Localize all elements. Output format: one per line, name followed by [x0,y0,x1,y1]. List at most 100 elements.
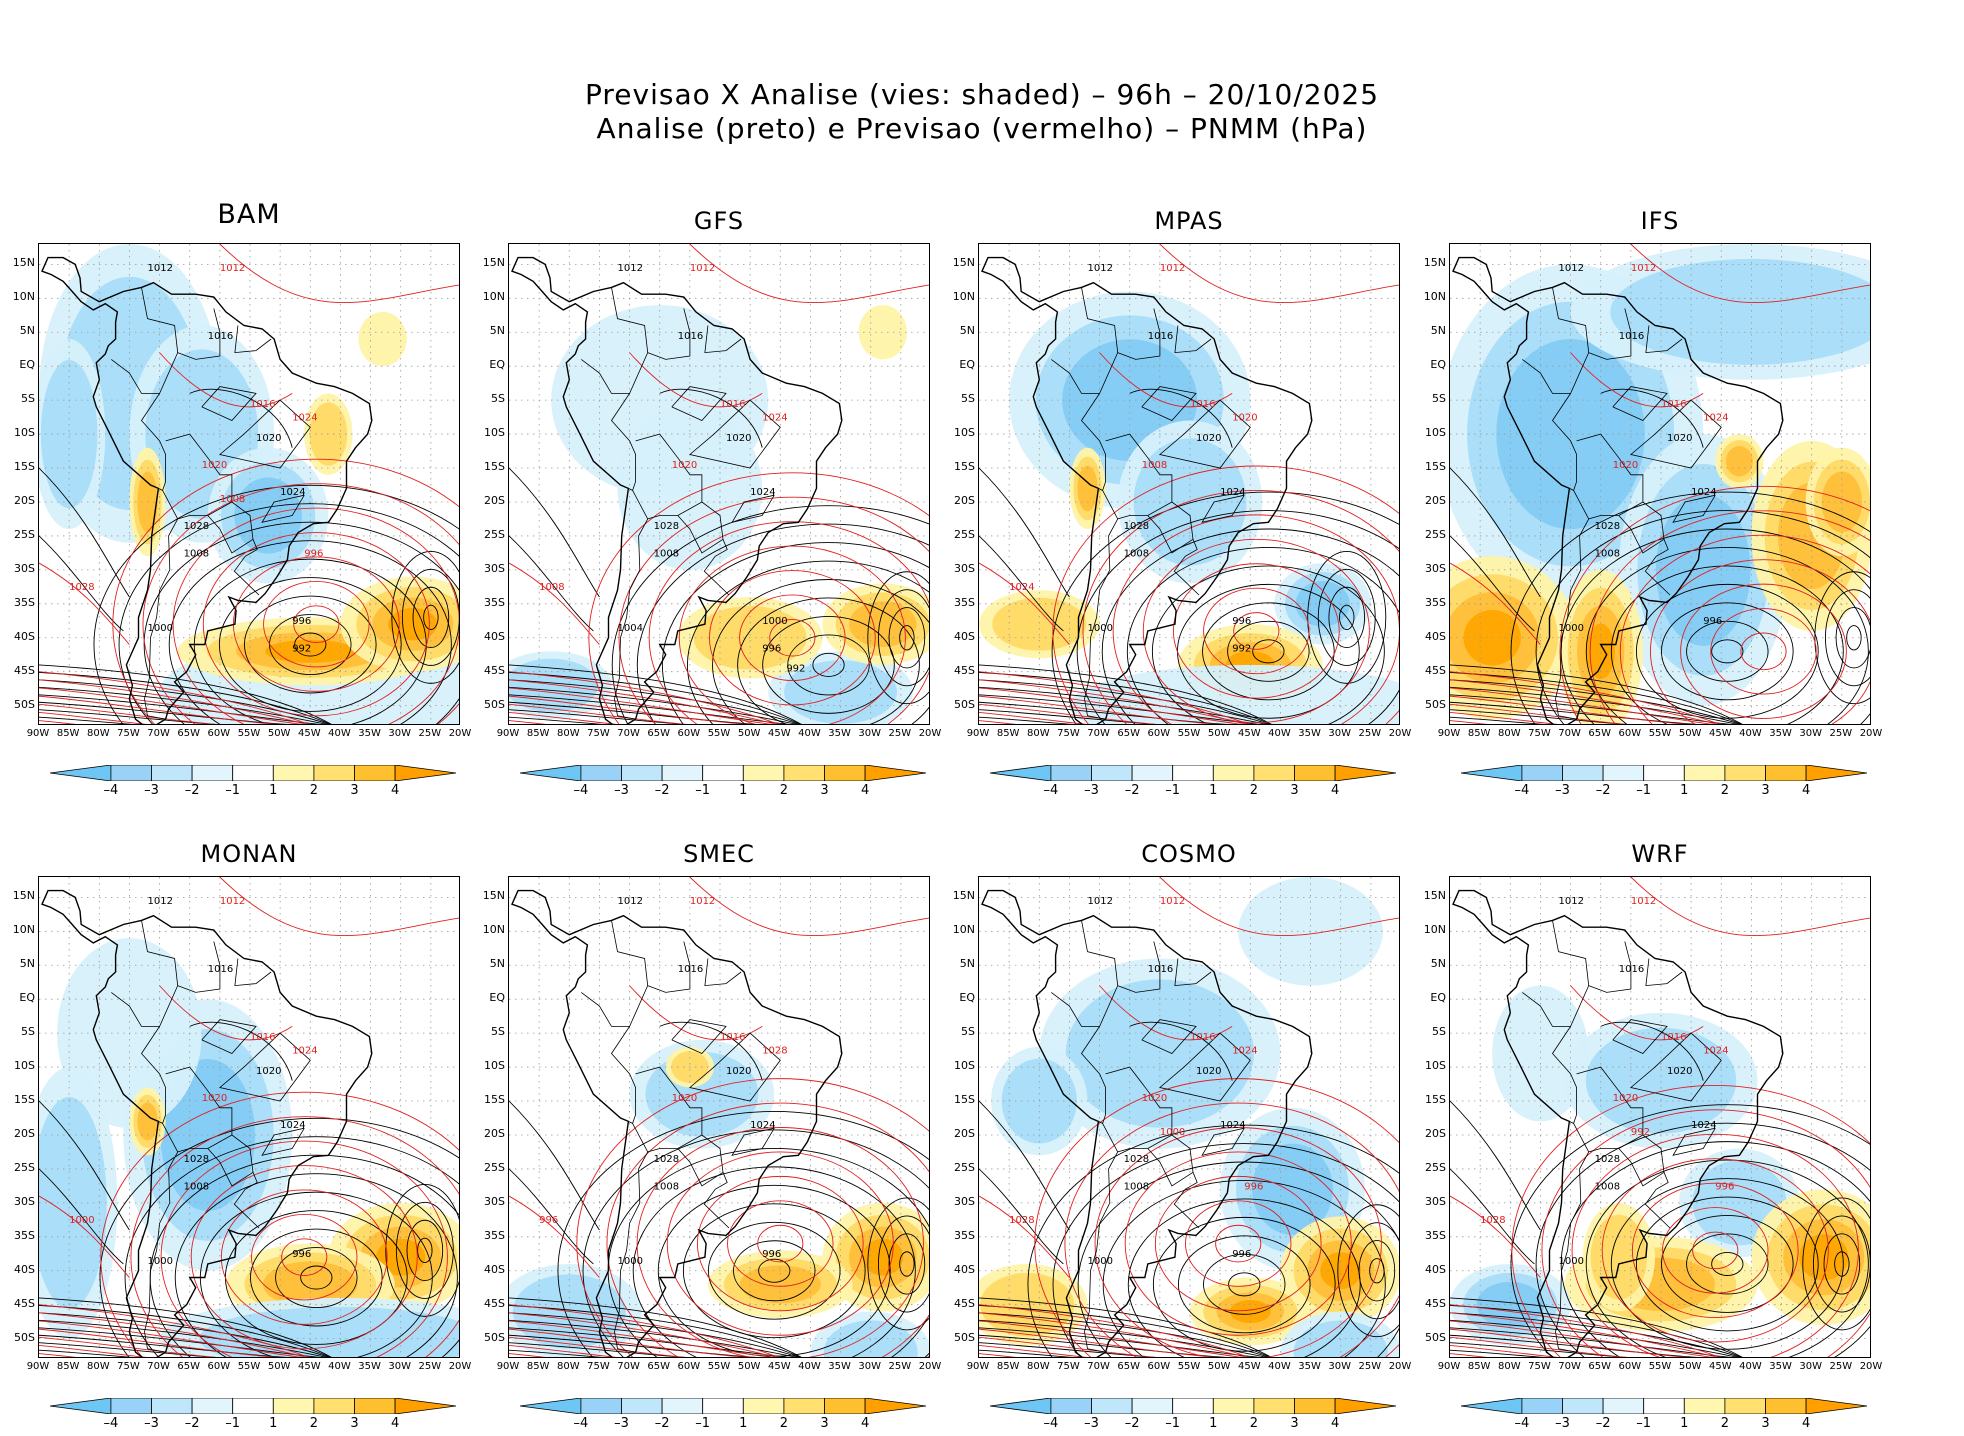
longitude-tick-label: 20W [448,728,472,739]
colorbar-swatch [151,1397,193,1415]
forecast-label: 1028 [1009,1215,1034,1226]
longitude-tick-label: 50W [1678,1361,1702,1372]
longitude-tick-label: 55W [1648,1361,1672,1372]
latitude-tick-label: EQ [1430,991,1446,1005]
grid [509,244,929,724]
analysis-isobars [39,388,459,724]
analysis-isobars [1450,388,1870,724]
latitude-tick-label: 30S [954,561,975,575]
negative-bias-area [234,477,302,554]
latitude-tick-label: 15N [482,256,505,270]
longitude-tick-label: 30W [858,1361,882,1372]
forecast-label: 1008 [220,494,245,505]
forecast-label: 996 [539,1215,558,1226]
latitude-tick-label: 10S [954,426,975,440]
forecast-label: 1024 [762,413,787,424]
colorbar-swatch [1460,1397,1523,1415]
colorbar-swatch [519,764,582,782]
colorbar-label: –2 [184,1416,200,1431]
latitude-tick-label: 25S [484,1160,505,1174]
longitude-tick-label: 80W [1026,1361,1050,1372]
colorbar-swatch [313,1397,355,1415]
country-borders [1051,287,1251,720]
latitude-tick-label: 15N [1423,889,1446,903]
latitude-tick-label: 10N [12,290,35,304]
positive-bias-area [1229,1299,1271,1324]
longitude-tick-label: 35W [1769,1361,1792,1372]
latitude-tick-label: 40S [1425,629,1446,643]
colorbar-swatch [1172,764,1214,782]
forecast-label: 1024 [1703,413,1728,424]
forecast-label: 1020 [1613,1093,1638,1104]
coastline [41,256,373,724]
latitude-tick-label: 10N [482,290,505,304]
colorbar-swatch [1131,1397,1174,1415]
longitude-tick-label: 85W [56,1361,80,1372]
longitude-tick-label: 75W [117,728,140,739]
analysis-label: 1000 [148,623,173,634]
latitude-tick-label: EQ [19,991,35,1005]
colorbar-label: –2 [1124,783,1140,798]
colorbar-label: 2 [309,1416,319,1431]
longitude-tick-label: 30W [388,728,412,739]
analysis-label: 1016 [678,964,703,975]
colorbar-swatch [354,764,396,782]
colorbar-swatch [232,1397,274,1415]
colorbar-swatch [1602,764,1645,782]
latitude-tick-label: 10N [952,923,975,937]
longitude-tick-label: 85W [1467,1361,1491,1372]
analysis-label: 1012 [1559,263,1584,274]
latitude-tick-label: 35S [484,595,505,609]
panel-title: MONAN [200,840,298,868]
longitude-tick-label: 70W [617,1361,640,1372]
panel-wrf: WRF 1012 1016 1020 1024 1028 1008 1000 1012 1016 1… [1424,840,1883,1431]
longitude-tick-label: 20W [1388,728,1412,739]
colorbar-label: –3 [1084,783,1099,798]
forecast-label: 1012 [1160,896,1185,907]
negative-bias-area [1251,1143,1333,1235]
colorbar-label: –3 [144,783,159,798]
colorbar-label: –4 [103,783,119,798]
colorbar-label: –2 [1595,783,1611,798]
longitude-tick-label: 45W [1708,1361,1732,1372]
latitude-tick-label: 15N [952,889,975,903]
map-plot: 1012 1016 1020 1024 1028 1008 1000 996 1012 1016 1… [1450,244,1870,724]
positive-bias-area [376,1238,426,1276]
map-plot: 1012 1016 1020 1024 1028 1008 1000 1012 1016 1020… [1450,877,1870,1357]
forecast-label: 1024 [1232,1046,1257,1057]
colorbar-swatch [1521,1397,1563,1415]
colorbar-swatch [110,764,152,782]
analysis-label: 1000 [1088,1256,1113,1267]
longitude-tick-label: 45W [297,728,321,739]
colorbar-label: 1 [1680,1416,1689,1431]
colorbar-swatch [1050,764,1092,782]
analysis-label: 992 [1232,643,1251,654]
longitude-tick-label: 55W [237,728,261,739]
colorbar: –4 –3 –2 –1 1 2 3 4 [49,764,457,801]
coastline [981,256,1313,724]
country-borders [1522,920,1722,1353]
latitude-tick-label: 10S [14,426,35,440]
latitude-tick-label: 45S [1425,663,1446,677]
forecast-isobars [509,877,929,1357]
latitude-tick-label: 10N [12,923,35,937]
colorbar-label: 1 [269,1416,278,1431]
colorbar-label: –1 [695,1416,711,1431]
longitude-tick-label: 85W [526,728,550,739]
latitude-tick-label: EQ [1430,358,1446,372]
latitude-tick-label: 20S [954,493,975,507]
forecast-label: 1020 [1613,460,1638,471]
longitude-tick-label: 70W [1087,728,1110,739]
colorbar-swatch [864,1397,927,1415]
latitude-tick-label: 50S [14,1330,35,1344]
latitude-tick-label: 20S [1425,1126,1446,1140]
figure-title: Previsao X Analise (vies: shaded) – 96h … [584,78,1380,111]
latitude-tick-label: 20S [954,1126,975,1140]
colorbar-swatch [661,764,704,782]
analysis-label: 1020 [1667,1066,1692,1077]
panel-smec: SMEC 1012 1016 1020 1024 1028 1008 1000 996 1012 1… [483,840,942,1431]
latitude-tick-label: 10N [1423,290,1446,304]
latitude-tick-label: 5N [1430,957,1446,971]
positive-bias-area [1077,465,1098,512]
colorbar-swatch [783,1397,825,1415]
